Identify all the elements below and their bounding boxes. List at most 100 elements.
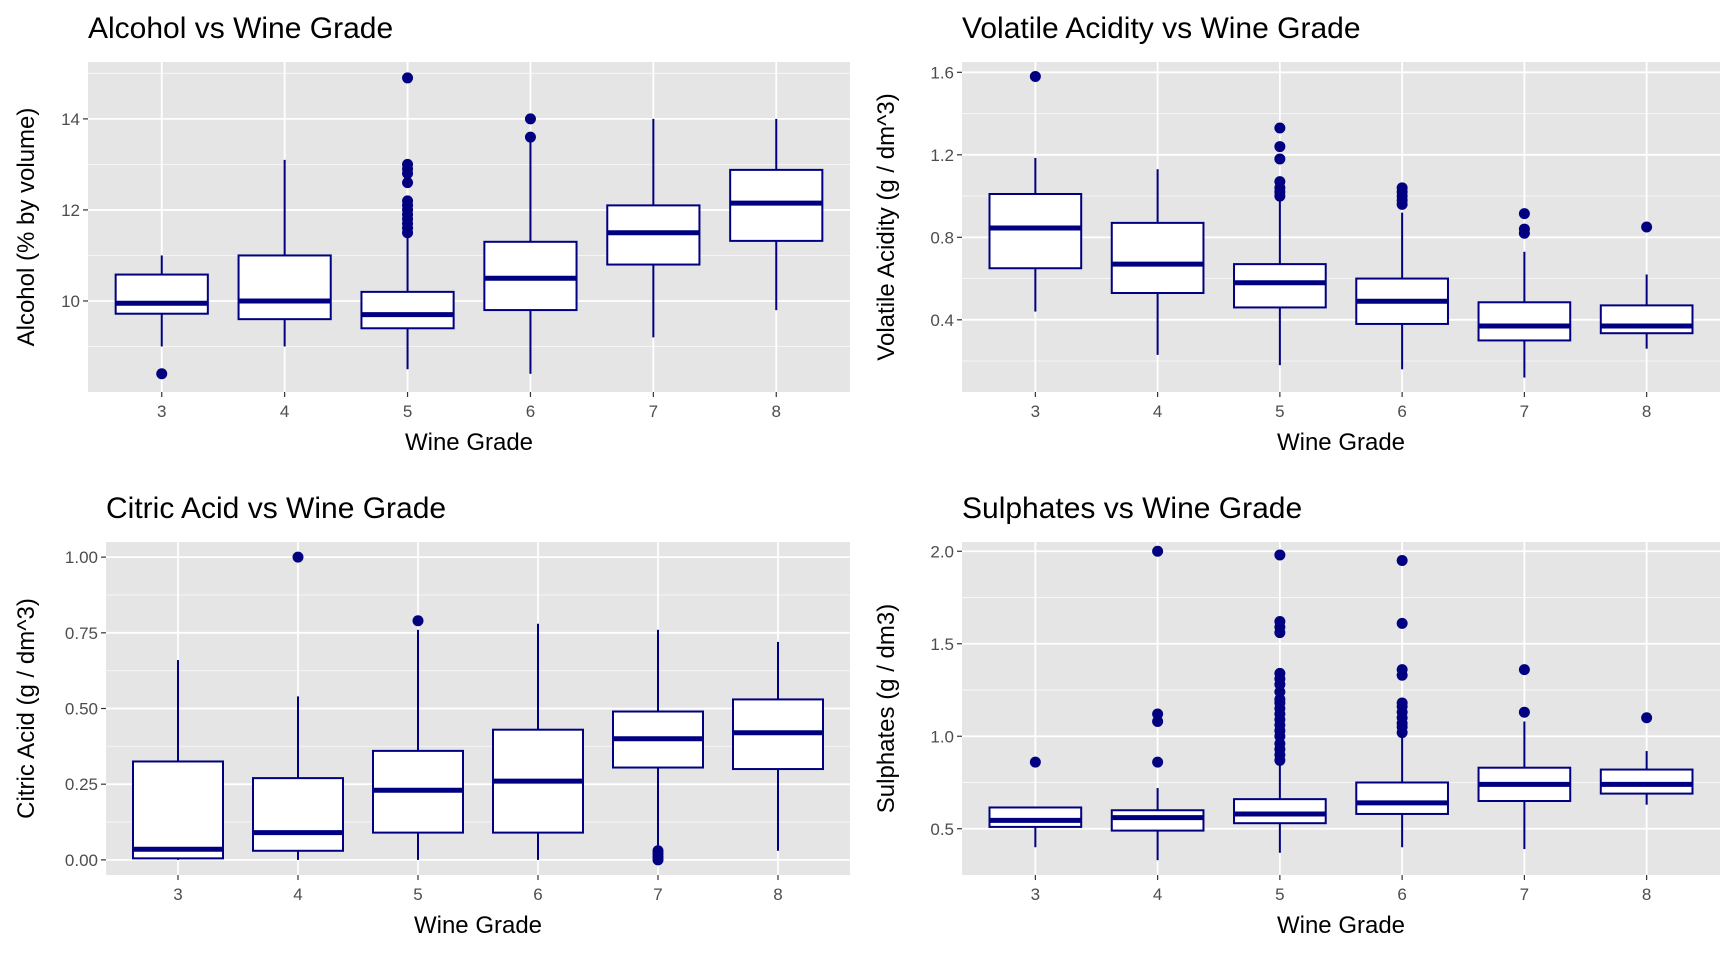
x-tick-label: 7 [1520,885,1529,904]
outlier-point [1641,221,1653,233]
outlier-point [1396,664,1408,676]
y-tick-label: 0.50 [65,700,98,719]
box-grade-4 [252,551,344,860]
outlier-point [402,72,414,84]
interquartile-box [1477,301,1572,342]
y-axis-title: Sulphates (g / dm3) [873,604,900,813]
outlier-point [1518,223,1530,235]
x-tick-label: 6 [526,402,535,421]
box-grade-3 [132,660,224,860]
box-grade-8 [1599,712,1694,805]
interquartile-box [1599,768,1694,795]
x-tick-label: 4 [1153,402,1162,421]
outlier-point [524,131,536,143]
y-tick-label: 14 [61,110,80,129]
x-tick-label: 7 [653,885,662,904]
interquartile-box [252,777,344,852]
y-tick-label: 1.2 [930,146,954,165]
outlier-point [1518,706,1530,718]
y-axis-title: Citric Acid (g / dm^3) [13,598,40,819]
interquartile-box [1233,798,1327,825]
y-tick-label: 0.8 [930,228,954,247]
outlier-point [1029,756,1041,768]
x-tick-label: 6 [533,885,542,904]
x-tick-label: 4 [280,402,289,421]
box-grade-6 [1355,555,1449,848]
interquartile-box [114,273,209,315]
outlier-point [1152,545,1164,557]
outlier-point [1518,664,1530,676]
box-grade-7 [612,629,704,866]
interquartile-box [988,193,1083,270]
x-tick-label: 6 [1397,885,1406,904]
x-tick-label: 3 [157,402,166,421]
outlier-point [1518,208,1530,220]
outlier-point [292,551,304,563]
outlier-point [402,177,414,189]
outlier-point [402,195,414,207]
x-tick-label: 6 [1397,402,1406,421]
y-tick-label: 12 [61,201,80,220]
box-grade-3 [988,70,1083,312]
box-grade-5 [1233,122,1327,366]
interquartile-box [360,290,455,330]
x-tick-label: 3 [1031,885,1040,904]
y-tick-label: 1.5 [930,635,954,654]
interquartile-box [1599,304,1694,335]
outlier-point [524,113,536,125]
box-grade-7 [1477,208,1572,378]
box-grade-8 [1599,221,1694,349]
y-tick-label: 1.00 [65,548,98,567]
y-tick-label: 0.25 [65,775,98,794]
y-tick-label: 2.0 [930,542,954,561]
interquartile-box [1110,221,1205,294]
box-grade-3 [114,255,209,380]
x-tick-label: 5 [1275,885,1284,904]
x-tick-label: 4 [1153,885,1162,904]
outlier-point [1274,616,1286,628]
box-grade-5 [360,72,455,370]
y-tick-label: 1.0 [930,727,954,746]
outlier-point [1274,176,1286,188]
chart-panel-2: 0.4 0.8 1.2 1.6 3 4 5 6 7 8 Volatile Acidity vs Wi… [873,12,1720,456]
y-tick-label: 10 [61,292,80,311]
chart-panel-1: 10 12 14 3 4 5 6 7 8 Alcohol vs Wine Grade Wine Gr… [13,12,850,456]
outlier-point [156,368,168,380]
outlier-point [1274,153,1286,165]
chart-panel-3: 0.00 0.25 0.50 0.75 1.00 3 4 5 6 7 8 Citric Acid vs… [13,492,850,939]
box-grade-7 [1477,664,1572,850]
box-grade-5 [372,615,464,860]
y-tick-label: 0.4 [930,311,954,330]
panel-background [88,62,850,392]
x-tick-label: 5 [413,885,422,904]
x-axis-title: Wine Grade [1277,912,1405,939]
x-tick-label: 8 [1642,885,1651,904]
interquartile-box [132,760,224,860]
x-axis-title: Wine Grade [414,912,542,939]
x-tick-label: 3 [1031,402,1040,421]
panel-title: Sulphates vs Wine Grade [962,492,1302,525]
outlier-point [1396,555,1408,566]
outlier-point [1396,182,1408,194]
outlier-point [402,158,414,170]
box-grade-6 [492,623,584,860]
outlier-point [1396,697,1408,709]
outlier-point [1274,122,1286,134]
x-tick-label: 8 [1642,402,1651,421]
box-grade-3 [988,756,1083,848]
y-tick-label: 0.5 [930,820,954,839]
panel-background [962,62,1720,392]
chart-panel-4: 0.5 1.0 1.5 2.0 3 4 5 6 7 8 Sulphates vs Wine Grad… [873,492,1720,939]
outlier-point [412,615,424,627]
interquartile-box [237,254,332,321]
box-grade-4 [1110,169,1205,355]
panel-title: Alcohol vs Wine Grade [88,12,393,45]
interquartile-box [1233,263,1327,309]
box-grade-5 [1233,549,1327,853]
x-tick-label: 4 [293,885,302,904]
box-grade-4 [1110,545,1205,861]
y-axis-title: Alcohol (% by volume) [13,108,40,347]
box-grade-7 [606,118,701,338]
outlier-point [1641,712,1653,724]
interquartile-box [1110,809,1205,832]
